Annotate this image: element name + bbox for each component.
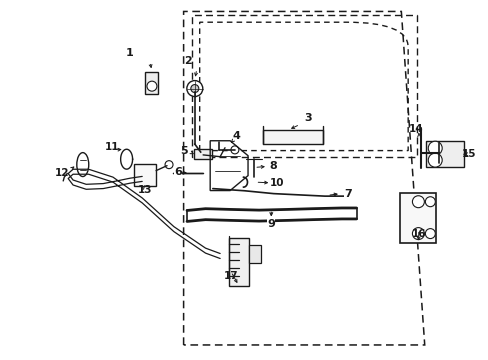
Text: 7: 7	[343, 189, 351, 199]
Text: 5: 5	[180, 145, 187, 156]
Text: 13: 13	[137, 185, 152, 195]
Circle shape	[147, 81, 157, 91]
Text: 16: 16	[411, 229, 425, 239]
Bar	[145, 72, 158, 94]
Text: 2: 2	[183, 56, 191, 66]
Circle shape	[411, 196, 424, 208]
Bar	[248, 245, 260, 263]
Text: 6: 6	[174, 167, 182, 177]
Circle shape	[165, 161, 173, 168]
Ellipse shape	[77, 153, 89, 176]
Circle shape	[411, 228, 424, 239]
Circle shape	[230, 146, 238, 154]
Circle shape	[425, 197, 434, 207]
Circle shape	[190, 85, 199, 93]
Bar	[134, 164, 156, 185]
Text: 14: 14	[408, 124, 423, 134]
Text: 9: 9	[267, 219, 275, 229]
Circle shape	[427, 141, 441, 155]
Circle shape	[427, 153, 441, 167]
Bar	[263, 130, 323, 144]
Text: 11: 11	[104, 142, 119, 152]
Bar	[194, 149, 212, 159]
Bar	[426, 141, 463, 167]
Text: 10: 10	[269, 178, 284, 188]
Circle shape	[186, 81, 203, 96]
Bar	[400, 193, 435, 243]
Text: 4: 4	[232, 131, 240, 140]
Text: 12: 12	[55, 168, 69, 178]
Circle shape	[433, 151, 443, 161]
Text: 15: 15	[461, 149, 476, 159]
Text: 17: 17	[223, 271, 238, 281]
Bar	[228, 238, 248, 286]
Text: 8: 8	[268, 161, 276, 171]
Text: 1: 1	[126, 48, 134, 58]
Text: 3: 3	[304, 113, 311, 123]
Circle shape	[425, 229, 434, 239]
